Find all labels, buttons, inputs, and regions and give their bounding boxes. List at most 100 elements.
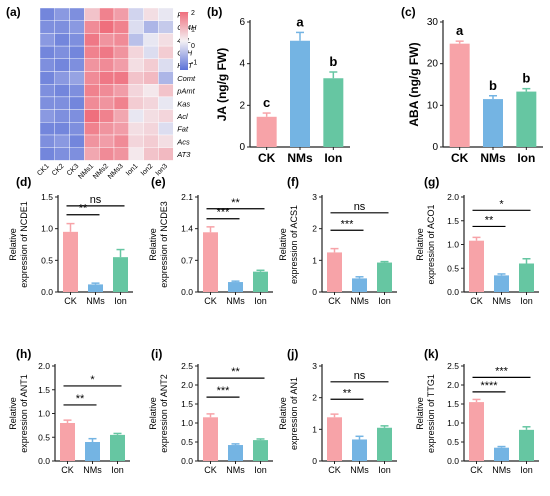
heatmap-cell bbox=[69, 33, 85, 47]
y-tick-label-e: 2.1 bbox=[181, 192, 193, 202]
y-tick-label-f: 1 bbox=[312, 255, 317, 265]
bar-ion-c bbox=[516, 91, 537, 147]
heatmap-cell bbox=[84, 20, 100, 34]
heatmap-cell bbox=[98, 147, 115, 161]
heatmap-cell bbox=[98, 109, 115, 123]
heatmap-cell bbox=[158, 96, 174, 110]
heatmap-cell bbox=[39, 33, 56, 47]
y-tick-label-i: 2.0 bbox=[181, 380, 193, 390]
heatmap-cell bbox=[54, 7, 70, 21]
bar-nms-e bbox=[228, 282, 243, 292]
y-tick-label-g: 1.0 bbox=[447, 240, 459, 250]
x-tick-label-ion-c: Ion bbox=[517, 151, 535, 165]
y-tick-label-b: 4 bbox=[239, 59, 245, 70]
heatmap-cell bbox=[84, 7, 100, 21]
bar-ion-g bbox=[519, 263, 534, 292]
heatmap-row-label: Comt bbox=[177, 74, 196, 83]
heatmap-cell bbox=[143, 83, 159, 98]
y-tick-label-g: 0.5 bbox=[447, 263, 459, 273]
y-tick-label-k: 1.0 bbox=[447, 418, 459, 428]
bar-ion-e bbox=[253, 271, 268, 292]
panel-b: (b) 0 2 4 6 JA (ng/g FW) CK c NMs a Ion b bbox=[207, 5, 350, 165]
heatmap-cell bbox=[84, 96, 100, 110]
y-tick-label-h: 1.5 bbox=[38, 385, 50, 395]
y-tick-label-k: 0.0 bbox=[447, 456, 459, 466]
heatmap-cell bbox=[84, 33, 100, 47]
panel-g: (g) 0.0 0.5 1.0 1.5 2.0 Relative expression of … bbox=[415, 175, 539, 306]
heatmap-cell bbox=[113, 45, 130, 59]
heatmap-cell bbox=[158, 109, 174, 123]
heatmap-cell bbox=[54, 33, 70, 47]
y-tick-label-i: 2.5 bbox=[181, 361, 193, 371]
bar-nms-j bbox=[352, 439, 367, 461]
bar-ck-i bbox=[203, 417, 218, 461]
y-tick-label-b: 2 bbox=[239, 100, 245, 111]
y-axis-label-e-line1: Relative bbox=[148, 228, 158, 261]
x-tick-label-nms-k: NMs bbox=[492, 465, 511, 475]
heatmap-cell bbox=[39, 58, 56, 72]
bar-nms-h bbox=[85, 442, 100, 461]
heatmap-cell bbox=[113, 122, 130, 136]
significance-letter-ion-b: b bbox=[329, 54, 337, 69]
y-tick-label-e: 0.0 bbox=[181, 287, 193, 297]
heatmap-cell bbox=[158, 33, 174, 47]
heatmap-cell bbox=[39, 20, 56, 34]
x-tick-label-ion-g: Ion bbox=[520, 296, 533, 306]
heatmap-cell bbox=[54, 134, 70, 148]
y-axis-label-e-line2: expression of NCDE3 bbox=[159, 201, 169, 288]
bar-ion-b bbox=[323, 78, 344, 147]
y-tick-label-k: 2.0 bbox=[447, 380, 459, 390]
y-axis-label-g-line1: Relative bbox=[415, 228, 425, 261]
heatmap-cell bbox=[54, 58, 70, 72]
heatmap-cell bbox=[113, 96, 130, 110]
heatmap-cell bbox=[128, 83, 144, 98]
significance-label-i: *** bbox=[217, 385, 231, 397]
heatmap-cell bbox=[39, 134, 56, 148]
heatmap-cell bbox=[98, 20, 115, 34]
heatmap-column-label: CK1 bbox=[36, 163, 51, 178]
colorbar-tick-label: 1 bbox=[191, 27, 195, 34]
y-axis-label-j-line1: Relative bbox=[278, 397, 288, 430]
y-tick-label-c: 30 bbox=[427, 17, 439, 28]
heatmap-cell bbox=[128, 58, 144, 72]
y-tick-label-b: 0 bbox=[239, 142, 245, 153]
y-tick-label-d: 1.5 bbox=[41, 192, 53, 202]
heatmap-cell bbox=[143, 134, 159, 148]
panel-e: (e) 0.0 0.7 1.4 2.1 Relative expression of NCD… bbox=[148, 175, 273, 306]
heatmap-cell bbox=[98, 58, 115, 72]
heatmap-cell bbox=[128, 122, 144, 136]
panel-c: (c) 0 10 20 30 ABA (ng/g FW) CK a NMs b Ion b bbox=[401, 5, 543, 165]
heatmap-cell bbox=[69, 109, 85, 123]
y-tick-label-i: 0.0 bbox=[181, 456, 193, 466]
y-axis-label-h-line2: expression of ANT1 bbox=[19, 374, 29, 453]
bar-nms-c bbox=[483, 99, 503, 147]
significance-letter-ck-c: a bbox=[456, 23, 464, 38]
bar-nms-f bbox=[352, 278, 367, 292]
y-axis-label-k-line1: Relative bbox=[415, 397, 425, 430]
heatmap-cell bbox=[69, 58, 85, 72]
bar-ion-j bbox=[377, 427, 392, 461]
heatmap-cell bbox=[84, 45, 100, 59]
y-axis-label-i-line1: Relative bbox=[148, 397, 158, 430]
significance-label-d: ** bbox=[79, 203, 88, 215]
x-tick-label-nms-c: NMs bbox=[480, 151, 506, 165]
y-tick-label-c: 20 bbox=[427, 59, 439, 70]
y-tick-label-g: 1.5 bbox=[447, 216, 459, 226]
x-tick-label-nms-b: NMs bbox=[287, 151, 313, 165]
heatmap-cell bbox=[143, 147, 159, 161]
x-tick-label-ion-d: Ion bbox=[114, 296, 127, 306]
bar-ck-c bbox=[449, 43, 470, 147]
significance-label-g: ** bbox=[485, 214, 494, 226]
panel-label-i: (i) bbox=[151, 347, 162, 361]
y-tick-label-e: 0.7 bbox=[181, 255, 193, 265]
x-tick-label-ck-d: CK bbox=[64, 296, 77, 306]
panel-label-b: (b) bbox=[207, 5, 222, 19]
heatmap-cell bbox=[143, 58, 159, 72]
heatmap-row-label: Acl bbox=[176, 112, 188, 121]
x-tick-label-nms-j: NMs bbox=[350, 465, 369, 475]
heatmap-cell bbox=[69, 20, 85, 34]
heatmap-cell bbox=[54, 71, 70, 85]
bar-nms-b bbox=[290, 40, 310, 147]
y-axis-label-f-line2: expression of ACS1 bbox=[289, 205, 299, 284]
heatmap-cell bbox=[143, 96, 159, 110]
